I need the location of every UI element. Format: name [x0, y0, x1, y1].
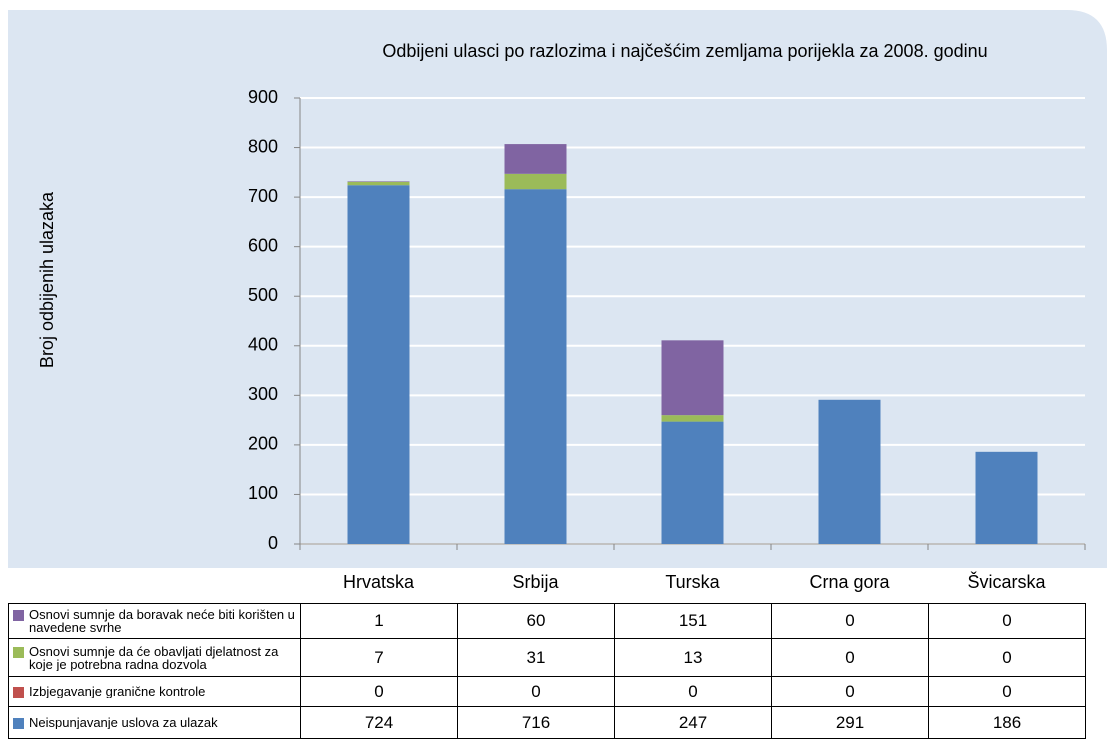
table-row: Izbjegavanje granične kontrole 0 0 0 0 0	[8, 676, 1086, 707]
legend-key	[13, 718, 24, 729]
chart: Odbijeni ulasci po razlozima i najčešćim…	[8, 10, 1107, 592]
legend-key	[13, 646, 24, 658]
x-tick-label: Švicarska	[967, 571, 1046, 592]
bar-segment	[661, 340, 724, 416]
series-name-cell: Neispunjavanje uslova za ulazak	[8, 706, 301, 739]
y-tick-label: 300	[248, 384, 278, 404]
bar-segment	[818, 399, 881, 544]
bar-segment	[661, 415, 724, 422]
value-cell: 0	[771, 638, 929, 677]
y-tick-label: 800	[248, 136, 278, 156]
table-row: Osnovi sumnje da će obavljati djelatnost…	[8, 638, 1086, 677]
data-table: Osnovi sumnje da boravak neće biti koriš…	[8, 603, 1086, 739]
value-cell: 0	[928, 603, 1086, 639]
value-cell: 151	[614, 603, 772, 639]
value-cell: 0	[928, 676, 1086, 707]
y-tick-label: 900	[248, 87, 278, 107]
value-cell: 7	[300, 638, 458, 677]
table-row: Osnovi sumnje da boravak neće biti koriš…	[8, 603, 1086, 639]
y-tick-label: 0	[268, 533, 278, 553]
x-tick-label: Crna gora	[809, 572, 890, 592]
value-cell: 291	[771, 706, 929, 739]
value-cell: 0	[928, 638, 1086, 677]
value-cell: 247	[614, 706, 772, 739]
bar-segment	[661, 421, 724, 544]
value-cell: 0	[771, 676, 929, 707]
y-tick-label: 100	[248, 483, 278, 503]
value-cell: 716	[457, 706, 615, 739]
y-axis-label: Broj odbijenih ulazaka	[37, 191, 57, 368]
series-name-cell: Osnovi sumnje da boravak neće biti koriš…	[8, 603, 301, 639]
value-cell: 1	[300, 603, 458, 639]
value-cell: 31	[457, 638, 615, 677]
x-tick-label: Hrvatska	[343, 572, 415, 592]
y-tick-label: 400	[248, 335, 278, 355]
value-cell: 60	[457, 603, 615, 639]
y-tick-label: 200	[248, 434, 278, 454]
value-cell: 0	[771, 603, 929, 639]
legend-label: Neispunjavanje uslova za ulazak	[29, 716, 218, 729]
bar-segment	[504, 173, 567, 190]
bar-segment	[975, 451, 1038, 544]
y-tick-label: 700	[248, 186, 278, 206]
series-name-cell: Osnovi sumnje da će obavljati djelatnost…	[8, 638, 301, 677]
value-cell: 0	[457, 676, 615, 707]
y-tick-label: 600	[248, 235, 278, 255]
value-cell: 186	[928, 706, 1086, 739]
value-cell: 0	[300, 676, 458, 707]
x-tick-label: Turska	[665, 572, 720, 592]
y-tick-label: 500	[248, 285, 278, 305]
series-name-cell: Izbjegavanje granične kontrole	[8, 676, 301, 707]
legend-label: Osnovi sumnje da boravak neće biti koriš…	[29, 608, 295, 634]
table-row: Neispunjavanje uslova za ulazak 724 716 247…	[8, 706, 1086, 739]
legend-label: Izbjegavanje granične kontrole	[29, 685, 206, 698]
chart-title: Odbijeni ulasci po razlozima i najčešćim…	[382, 41, 987, 61]
bar-segment	[347, 185, 410, 544]
legend-key	[13, 687, 24, 698]
legend-label: Osnovi sumnje da će obavljati djelatnost…	[29, 644, 279, 671]
value-cell: 0	[614, 676, 772, 707]
bar-segment	[504, 144, 567, 174]
x-tick-label: Srbija	[512, 572, 559, 592]
bar-segment	[504, 189, 567, 544]
value-cell: 724	[300, 706, 458, 739]
legend-key	[13, 610, 24, 621]
value-cell: 13	[614, 638, 772, 677]
bar-segment	[347, 181, 410, 186]
